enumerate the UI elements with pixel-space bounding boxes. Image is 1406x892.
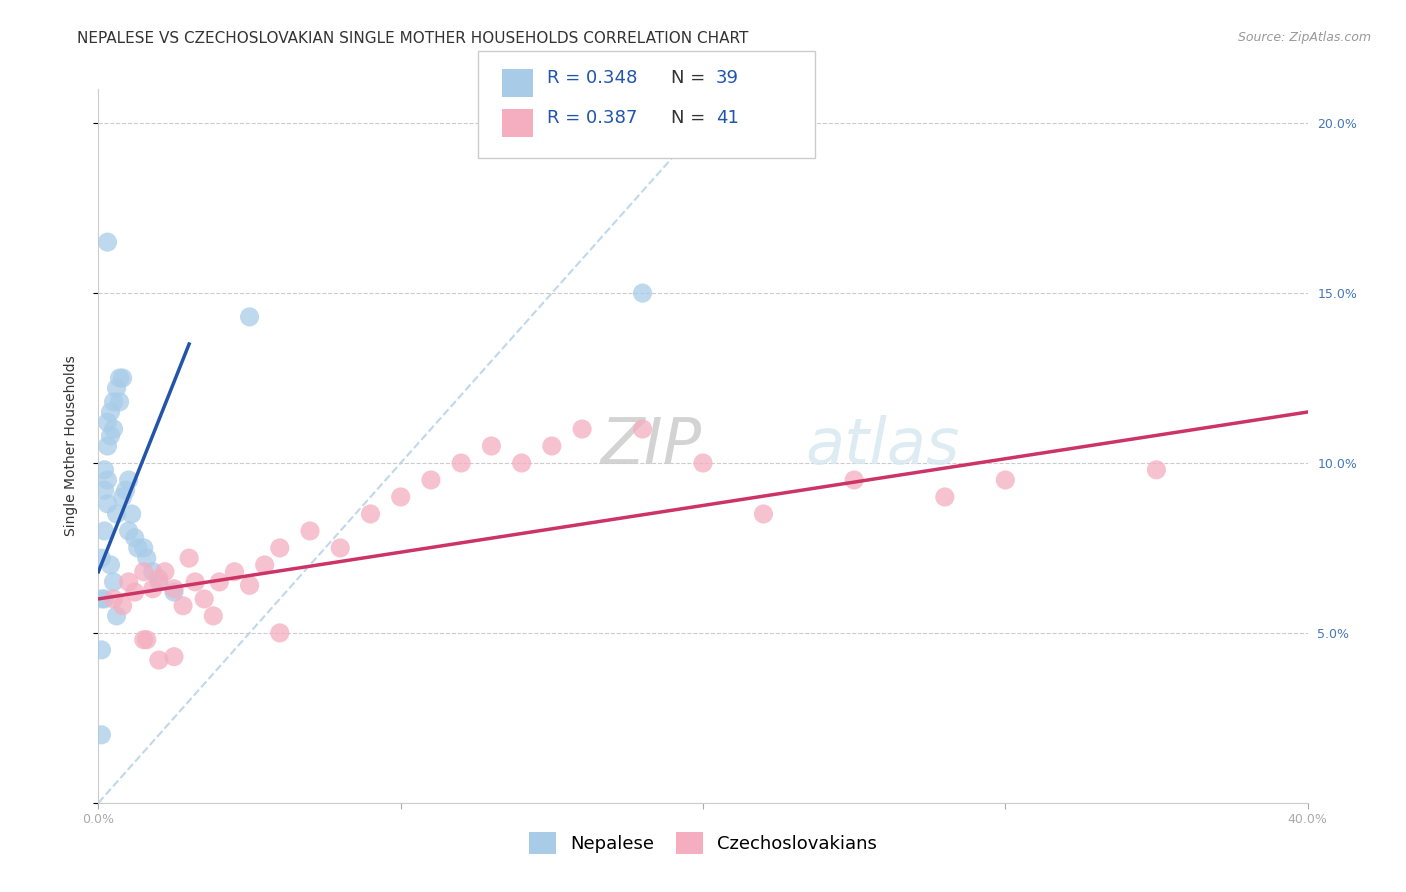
Point [103,574,125,589]
Point [96,235,118,249]
Point [631,286,654,301]
Point [752,507,775,521]
Point [269,541,291,555]
Point [90,591,112,606]
Point [124,585,146,599]
Text: Source: ZipAtlas.com: Source: ZipAtlas.com [1237,31,1371,45]
Point [114,483,136,498]
Point [103,591,125,606]
Point [93,591,115,606]
Point [96,415,118,429]
Point [193,591,215,606]
Point [118,524,141,538]
Text: R = 0.387: R = 0.387 [547,109,637,127]
Point [111,371,134,385]
Point [135,632,157,647]
Point [510,456,533,470]
Point [132,565,155,579]
Point [142,565,165,579]
Point [111,490,134,504]
Point [105,381,128,395]
Text: atlas: atlas [806,415,960,477]
Point [118,574,141,589]
Point [571,422,593,436]
Y-axis label: Single Mother Households: Single Mother Households [63,356,77,536]
Point [100,405,122,419]
Point [153,565,176,579]
Point [127,541,149,555]
Point [540,439,562,453]
Text: ZIP: ZIP [600,415,702,477]
Point [124,531,146,545]
Point [132,632,155,647]
Point [105,608,128,623]
Point [239,310,262,324]
Text: 41: 41 [716,109,738,127]
Point [132,541,155,555]
Point [631,422,654,436]
Point [1144,463,1167,477]
Point [148,653,170,667]
Text: R = 0.348: R = 0.348 [547,69,637,87]
Point [420,473,443,487]
Point [100,429,122,443]
Point [179,551,201,566]
Point [202,608,225,623]
Point [148,572,170,586]
Point [360,507,382,521]
Point [994,473,1017,487]
Point [103,422,125,436]
Text: N =: N = [671,109,704,127]
Point [96,497,118,511]
Point [184,574,207,589]
Point [90,643,112,657]
Point [148,574,170,589]
Point [96,439,118,453]
Point [163,582,186,596]
Point [163,649,186,664]
Point [269,626,291,640]
Point [93,524,115,538]
Point [118,473,141,487]
Point [93,483,115,498]
Legend: Nepalese, Czechoslovakians: Nepalese, Czechoslovakians [522,825,884,862]
Point [163,585,186,599]
Point [692,456,714,470]
Text: 39: 39 [716,69,738,87]
Point [108,394,131,409]
Point [108,371,131,385]
Point [90,728,112,742]
Point [450,456,472,470]
Point [96,473,118,487]
Point [329,541,352,555]
Point [105,507,128,521]
Point [121,507,143,521]
Text: NEPALESE VS CZECHOSLOVAKIAN SINGLE MOTHER HOUSEHOLDS CORRELATION CHART: NEPALESE VS CZECHOSLOVAKIAN SINGLE MOTHE… [77,31,749,46]
Point [100,558,122,572]
Point [481,439,503,453]
Point [172,599,194,613]
Point [844,473,866,487]
Point [111,599,134,613]
Point [208,574,231,589]
Point [93,463,115,477]
Point [389,490,412,504]
Point [239,578,262,592]
Point [224,565,246,579]
Point [90,551,112,566]
Point [934,490,956,504]
Point [253,558,276,572]
Point [135,551,157,566]
Point [103,394,125,409]
Point [299,524,322,538]
Text: N =: N = [671,69,704,87]
Point [142,582,165,596]
